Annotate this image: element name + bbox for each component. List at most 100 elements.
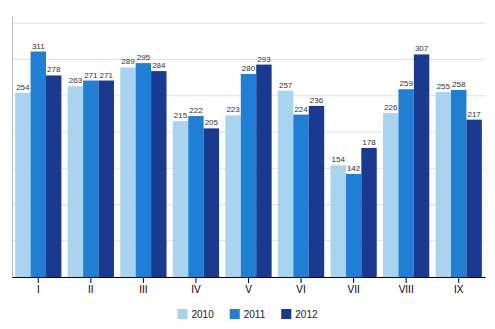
bar	[398, 89, 413, 277]
legend: 2010 2011 2012	[177, 309, 317, 320]
bar	[309, 106, 324, 277]
bar	[330, 165, 345, 277]
legend-label: 2011	[244, 309, 266, 320]
grid	[12, 23, 485, 277]
data-label: 278	[47, 65, 61, 74]
bar	[120, 67, 135, 277]
bar	[83, 81, 98, 277]
data-label: 205	[205, 118, 219, 127]
y-axis-line	[12, 17, 13, 278]
bars	[15, 52, 482, 277]
x-tick-mark	[90, 277, 91, 283]
bar	[99, 81, 114, 277]
legend-item: 2010	[177, 309, 214, 320]
x-tick: VIII	[399, 277, 414, 295]
data-label: 224	[294, 105, 308, 114]
bar	[151, 71, 166, 277]
legend-swatch	[177, 309, 187, 319]
plot: 2542632892152232571542262553112712952222…	[12, 17, 486, 296]
x-tick-label: VI	[296, 284, 305, 295]
bar	[451, 90, 466, 277]
bar-series	[31, 52, 467, 277]
data-label: 236	[310, 96, 324, 105]
legend-label: 2010	[191, 309, 214, 320]
data-label: 222	[189, 106, 203, 115]
bar	[15, 93, 30, 277]
data-label: 289	[121, 57, 135, 66]
grid-line	[12, 23, 485, 24]
data-label: 254	[16, 83, 30, 92]
data-label: 311	[32, 42, 45, 51]
x-tick-mark	[248, 277, 249, 283]
legend-label: 2012	[295, 309, 318, 320]
x-tick-mark	[406, 277, 407, 283]
x-tick-mark	[38, 277, 39, 283]
data-label: 142	[347, 164, 361, 173]
x-tick: V	[245, 277, 252, 295]
bar	[346, 174, 361, 277]
bar	[46, 75, 61, 277]
bar	[31, 52, 46, 277]
bar	[225, 115, 240, 277]
bar	[383, 113, 398, 277]
data-label: 226	[384, 103, 398, 112]
data-label: 293	[257, 55, 271, 64]
data-label: 263	[69, 76, 83, 85]
data-label: 271	[100, 71, 114, 80]
bar	[361, 148, 376, 277]
x-tick-mark	[353, 277, 354, 283]
x-tick: IV	[191, 277, 201, 295]
x-tick-mark	[458, 277, 459, 283]
data-label: 284	[152, 61, 166, 70]
bar-series	[46, 54, 482, 277]
x-tick: IX	[454, 277, 464, 295]
x-tick-label: IV	[191, 284, 201, 295]
bar-series	[15, 67, 451, 277]
bar	[414, 54, 429, 277]
data-labels: 2542632892152232571542262553112712952222…	[16, 42, 481, 174]
x-tick: VII	[347, 277, 359, 295]
x-tick-label: V	[245, 284, 252, 295]
x-tick-label: I	[37, 284, 40, 295]
bar	[204, 128, 219, 277]
data-label: 307	[415, 44, 429, 53]
bar	[256, 65, 271, 277]
x-tick: I	[37, 277, 40, 295]
x-tick-label: VII	[347, 284, 359, 295]
data-label: 257	[279, 81, 293, 90]
data-label: 259	[399, 79, 413, 88]
x-tick-mark	[301, 277, 302, 283]
data-label: 154	[332, 155, 346, 164]
x-tick: VI	[296, 277, 305, 295]
x-tick-label: IX	[454, 284, 464, 295]
legend-item: 2012	[281, 309, 318, 320]
data-label: 215	[174, 111, 188, 120]
legend-item: 2011	[230, 309, 266, 320]
data-label: 178	[362, 138, 376, 147]
bar	[68, 86, 83, 277]
data-label: 223	[226, 105, 240, 114]
bar	[241, 74, 256, 277]
x-tick: II	[88, 277, 94, 295]
x-tick-label: II	[88, 284, 94, 295]
data-label: 258	[452, 80, 466, 89]
bar	[436, 92, 451, 277]
x-tick-mark	[195, 277, 196, 283]
data-label: 217	[467, 110, 481, 119]
x-axis: IIIIIIIVVVIVIIVIIIIX	[13, 277, 486, 295]
legend-swatch	[230, 309, 240, 319]
bar	[136, 63, 151, 277]
x-tick-label: VIII	[399, 284, 414, 295]
chart: 2542632892152232571542262553112712952222…	[0, 0, 495, 329]
x-tick: III	[139, 277, 147, 295]
bar	[293, 115, 308, 277]
y-axis	[12, 17, 13, 278]
bar	[173, 121, 188, 277]
legend-swatch	[281, 309, 291, 319]
data-label: 255	[437, 82, 451, 91]
x-tick-label: III	[139, 284, 147, 295]
data-label: 280	[242, 64, 256, 73]
x-tick-mark	[143, 277, 144, 283]
bar	[278, 91, 293, 277]
data-label: 271	[84, 71, 98, 80]
